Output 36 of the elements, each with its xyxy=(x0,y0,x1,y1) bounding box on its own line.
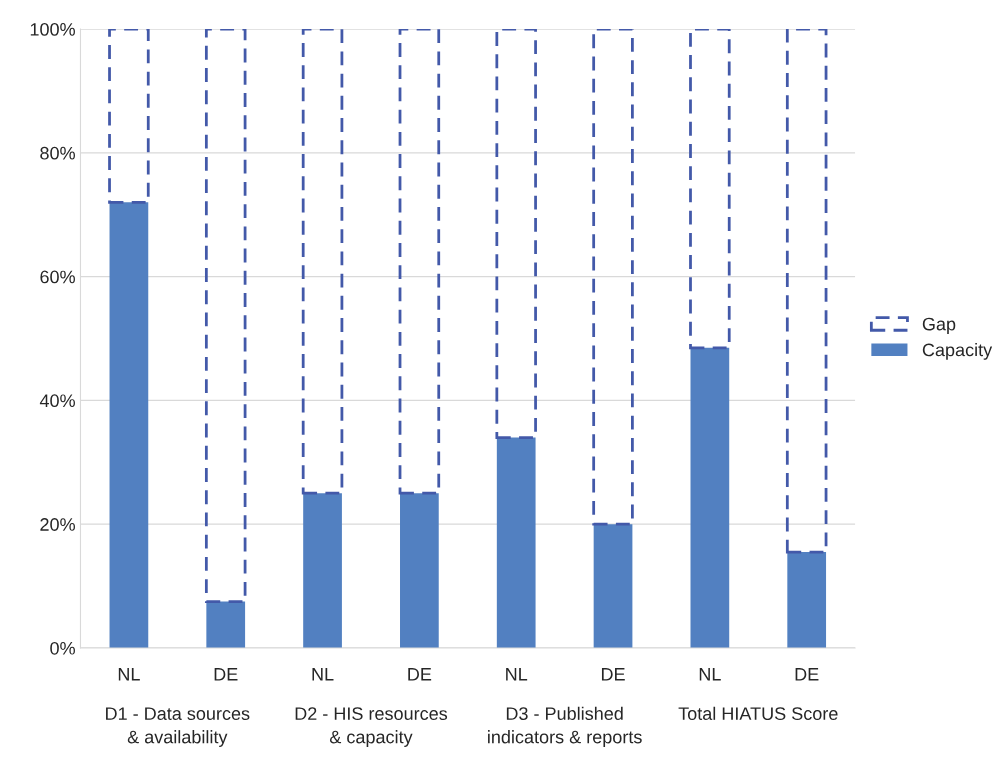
x-tick-label: NL xyxy=(699,668,721,681)
bar xyxy=(496,437,536,648)
legend-label: Capacity xyxy=(922,343,993,360)
y-tick-label: 20% xyxy=(40,518,75,531)
legend-label: Gap xyxy=(922,317,956,334)
bar xyxy=(690,347,730,648)
x-tick-label: DE xyxy=(408,668,432,681)
x-tick-label: NL xyxy=(506,668,528,681)
x-tick-label: DE xyxy=(795,668,819,681)
bar xyxy=(785,29,828,554)
bar xyxy=(109,202,149,648)
y-tick-label: 100% xyxy=(30,23,75,36)
text: D2 - HIS resources & capacity xyxy=(295,707,448,747)
bar xyxy=(108,29,150,204)
bar xyxy=(303,493,342,648)
x-tick-label: DE xyxy=(214,668,238,681)
bar xyxy=(689,29,731,350)
y-tick-label: 0% xyxy=(50,641,75,655)
bar xyxy=(593,524,633,648)
x-tick-label: NL xyxy=(118,668,140,681)
text: Total HIATUS Score xyxy=(678,706,838,721)
x-tick-label: DE xyxy=(601,668,625,681)
text: D3 - Published indicators & reports xyxy=(488,706,642,747)
bar xyxy=(206,601,246,648)
bar xyxy=(400,493,439,648)
x-tick-label: NL xyxy=(312,668,334,681)
bar xyxy=(787,552,827,648)
bar xyxy=(495,29,537,439)
y-tick-label: 60% xyxy=(40,270,75,284)
y-tick-label: 40% xyxy=(39,394,75,408)
bar xyxy=(204,29,247,603)
y-tick-label: 80% xyxy=(40,146,75,160)
text: D1 - Data sources & availability xyxy=(106,707,250,747)
bar xyxy=(592,29,634,526)
bar xyxy=(301,29,344,495)
bar xyxy=(398,29,441,495)
